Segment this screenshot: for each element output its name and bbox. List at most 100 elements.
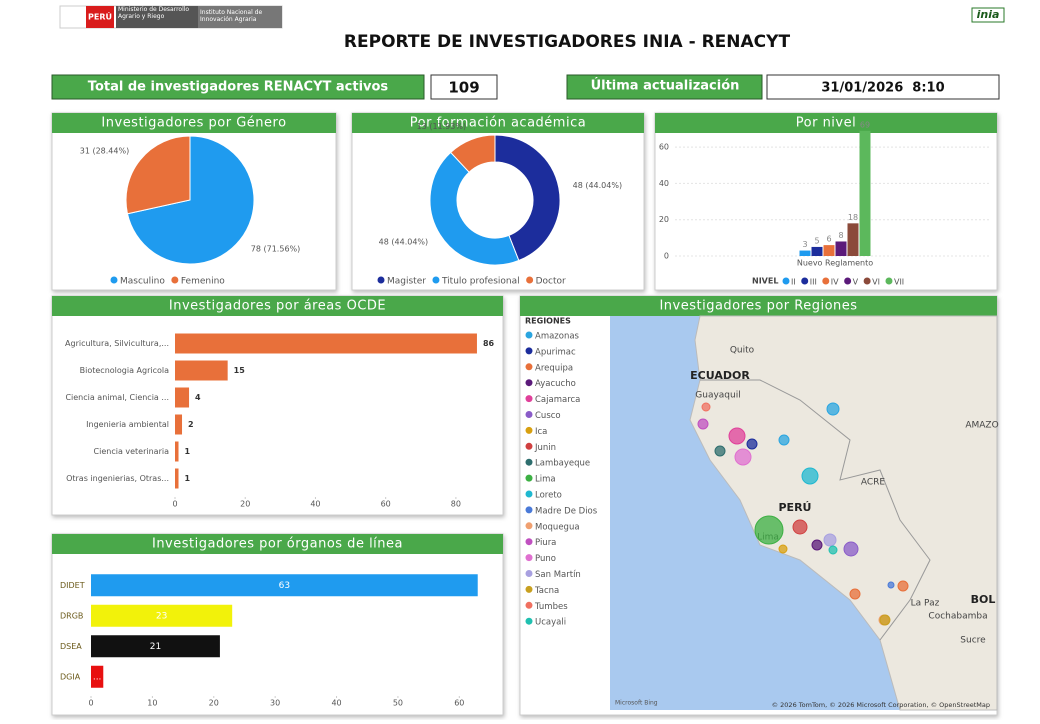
region-bubble — [843, 541, 859, 557]
legend-marker — [525, 347, 533, 355]
region-bubble — [828, 545, 838, 555]
border — [700, 379, 931, 641]
inia-logo — [971, 7, 1005, 23]
legend-title: NIVEL — [752, 277, 778, 286]
bar — [175, 441, 179, 462]
x-tick-label: 20 — [240, 500, 250, 509]
region-bubble — [801, 467, 819, 485]
legend-label: Loreto — [535, 491, 562, 501]
inia-logo-text: inia — [977, 8, 1000, 21]
category-label: Biotecnologia Agricola — [80, 366, 169, 375]
value-label: 18 — [848, 213, 858, 222]
inst-bar — [198, 6, 282, 28]
panel-header — [352, 113, 644, 133]
update-value-box — [766, 74, 1000, 100]
legend-marker — [525, 426, 533, 434]
region-bubble — [792, 519, 808, 535]
region-bubble — [887, 581, 895, 589]
legend-marker — [525, 538, 533, 546]
bar — [91, 665, 104, 688]
peru-flag — [86, 6, 114, 28]
slice-label: 48 (44.04%) — [573, 181, 622, 190]
region-bubble — [849, 588, 861, 600]
panel — [654, 112, 998, 291]
bar — [811, 246, 823, 256]
kpi-label-box — [51, 74, 425, 100]
legend-label: Femenino — [181, 277, 225, 287]
region-bubble — [897, 580, 909, 592]
legend-marker — [525, 331, 533, 339]
legend-label: Magister — [387, 277, 426, 287]
update-label-box — [566, 74, 763, 100]
legend-marker — [525, 554, 533, 562]
panel-title: Investigadores por órganos de línea — [152, 537, 403, 552]
panel-title: Investigadores por áreas OCDE — [169, 299, 386, 314]
bar — [847, 223, 859, 256]
region-bubble — [778, 544, 788, 554]
legend-label: Tacna — [534, 586, 559, 596]
value-label: ... — [93, 672, 102, 682]
legend-marker — [525, 490, 533, 498]
place-label: ECUADOR — [690, 369, 750, 382]
region-bubble — [734, 448, 752, 466]
slice-label: 13 (11.93%) — [417, 122, 466, 131]
legend-label: Cusco — [535, 411, 561, 421]
region-bubble — [879, 614, 891, 626]
legend-label: Moquegua — [535, 522, 580, 532]
value-label: 21 — [150, 642, 161, 652]
legend-marker — [525, 395, 533, 403]
legend-label: Junin — [534, 443, 556, 453]
x-tick-label: 0 — [88, 699, 93, 708]
legend-marker — [782, 277, 790, 285]
legend-marker — [525, 617, 533, 625]
x-tick-label: 80 — [451, 500, 461, 509]
bar — [175, 333, 477, 354]
value-label: 8 — [838, 231, 843, 240]
category-label: DRGB — [60, 611, 83, 620]
category-label: DGIA — [60, 672, 81, 681]
legend-label: Masculino — [120, 277, 165, 287]
place-label: Sucre — [960, 636, 986, 646]
legend-label: V — [853, 278, 859, 287]
legend-marker — [863, 277, 871, 285]
place-label: AMAZO — [965, 421, 998, 431]
category-label: Ciencia animal, Ciencia ... — [65, 393, 169, 402]
panel-header — [52, 534, 503, 554]
legend-marker — [885, 277, 893, 285]
bar — [859, 130, 871, 256]
region-bubble — [778, 434, 790, 446]
legend-marker — [801, 277, 809, 285]
panel-title: Investigadores por Regiones — [659, 299, 857, 314]
x-tick-label: 50 — [393, 699, 403, 708]
x-tick-label: 20 — [209, 699, 219, 708]
legend-marker — [525, 522, 533, 530]
legend-marker — [171, 276, 179, 284]
ministry: Ministerio de Desarrollo Agrario y Riego — [116, 6, 198, 28]
update-label: Última actualización — [591, 78, 740, 94]
value-label: 86 — [483, 339, 495, 348]
place-label: PERÚ — [779, 501, 812, 514]
legend-marker — [525, 442, 533, 450]
place-label: BOL — [971, 593, 996, 606]
place-label: ACRE — [861, 478, 886, 488]
x-tick-label: 30 — [270, 699, 280, 708]
panel-header — [655, 113, 997, 133]
legend-marker — [377, 276, 385, 284]
category-label: DIDET — [60, 581, 85, 590]
legend-marker — [525, 585, 533, 593]
place-label: Guayaquil — [695, 391, 740, 401]
legend-label: Madre De Dios — [535, 506, 598, 516]
place-label: La Paz — [911, 599, 940, 609]
legend-marker — [110, 276, 118, 284]
value-label: 5 — [814, 236, 819, 245]
y-tick-label: 40 — [659, 179, 669, 188]
value-label: 6 — [826, 235, 831, 244]
value-label: 3 — [802, 240, 807, 249]
bar — [175, 468, 179, 489]
institute: Instituto Nacional de Innovación Agraria — [200, 9, 263, 23]
category-label: Ciencia veterinaria — [94, 447, 170, 456]
land — [689, 315, 998, 711]
legend-label: Apurimac — [535, 347, 576, 357]
slice — [494, 134, 561, 262]
value-label: 69 — [860, 120, 870, 129]
